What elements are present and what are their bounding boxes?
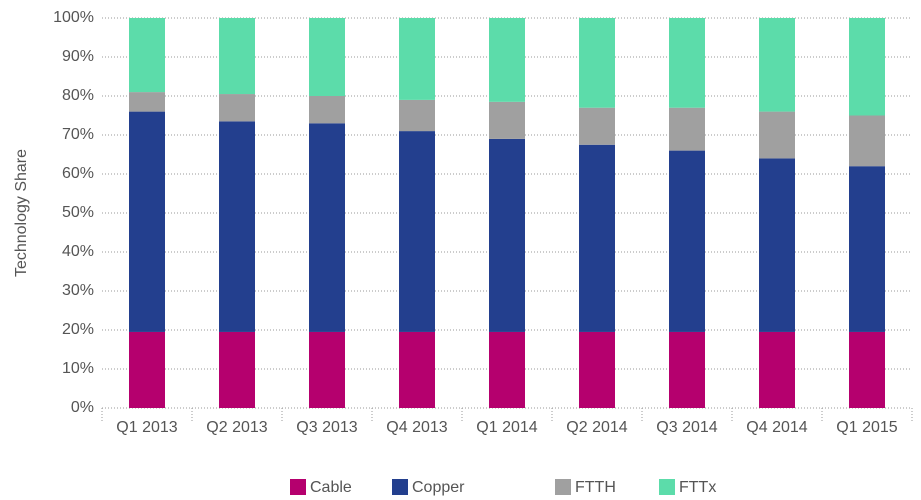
bar-segment: [399, 331, 435, 408]
bar-segment: [579, 18, 615, 108]
legend-swatch: [659, 479, 675, 495]
x-tick-label: Q3 2014: [656, 419, 717, 436]
bar-segment: [759, 331, 795, 408]
bar-segment: [849, 115, 885, 167]
bar-segment: [489, 18, 525, 102]
x-tick-label: Q2 2014: [566, 419, 627, 436]
x-tick-label: Q2 2013: [206, 419, 267, 436]
legend-swatch: [555, 479, 571, 495]
x-tick-label: Q4 2014: [746, 419, 807, 436]
y-tick-label: 60%: [62, 165, 94, 182]
x-tick-label: Q1 2013: [116, 419, 177, 436]
legend-label: Cable: [310, 479, 352, 496]
y-tick-label: 30%: [62, 282, 94, 299]
legend-label: FTTH: [575, 479, 616, 496]
bar-segment: [489, 331, 525, 408]
bar-segment: [309, 96, 345, 124]
x-tick-label: Q1 2015: [836, 419, 897, 436]
bar-segment: [129, 111, 165, 332]
legend-swatch: [392, 479, 408, 495]
bar-segment: [669, 150, 705, 332]
bar-segment: [399, 99, 435, 132]
bar-segment: [849, 18, 885, 116]
y-tick-label: 40%: [62, 243, 94, 260]
legend-label: FTTx: [679, 479, 716, 496]
y-tick-label: 90%: [62, 48, 94, 65]
bar-segment: [759, 111, 795, 159]
bar-segment: [399, 131, 435, 332]
bar-segment: [579, 107, 615, 145]
bar-segment: [129, 92, 165, 112]
bar-segment: [759, 18, 795, 112]
x-tick-label: Q4 2013: [386, 419, 447, 436]
y-tick-label: 20%: [62, 321, 94, 338]
bar-segment: [219, 18, 255, 95]
bar-segment: [129, 18, 165, 93]
bar-segment: [849, 331, 885, 408]
bar-segment: [219, 94, 255, 122]
bar-segment: [669, 18, 705, 108]
y-axis-label: Technology Share: [13, 149, 30, 277]
bar-segment: [849, 166, 885, 332]
y-tick-label: 0%: [71, 399, 94, 416]
y-tick-label: 100%: [53, 9, 94, 26]
bar-segment: [129, 331, 165, 408]
bar-segment: [309, 123, 345, 332]
legend-label: Copper: [412, 479, 465, 496]
bar-segment: [579, 144, 615, 332]
bar-segment: [219, 121, 255, 332]
bar-segment: [759, 158, 795, 332]
y-tick-label: 80%: [62, 87, 94, 104]
legend-swatch: [290, 479, 306, 495]
x-tick-label: Q3 2013: [296, 419, 357, 436]
y-tick-label: 50%: [62, 204, 94, 221]
y-tick-label: 10%: [62, 360, 94, 377]
bar-segment: [219, 331, 255, 408]
bar-segment: [399, 18, 435, 100]
x-tick-label: Q1 2014: [476, 419, 537, 436]
bar-segment: [489, 138, 525, 332]
bar-segment: [579, 331, 615, 408]
bar-segment: [309, 18, 345, 96]
bar-segment: [669, 331, 705, 408]
bar-segment: [309, 331, 345, 408]
bar-segment: [489, 101, 525, 139]
y-tick-label: 70%: [62, 126, 94, 143]
bar-segment: [669, 107, 705, 151]
